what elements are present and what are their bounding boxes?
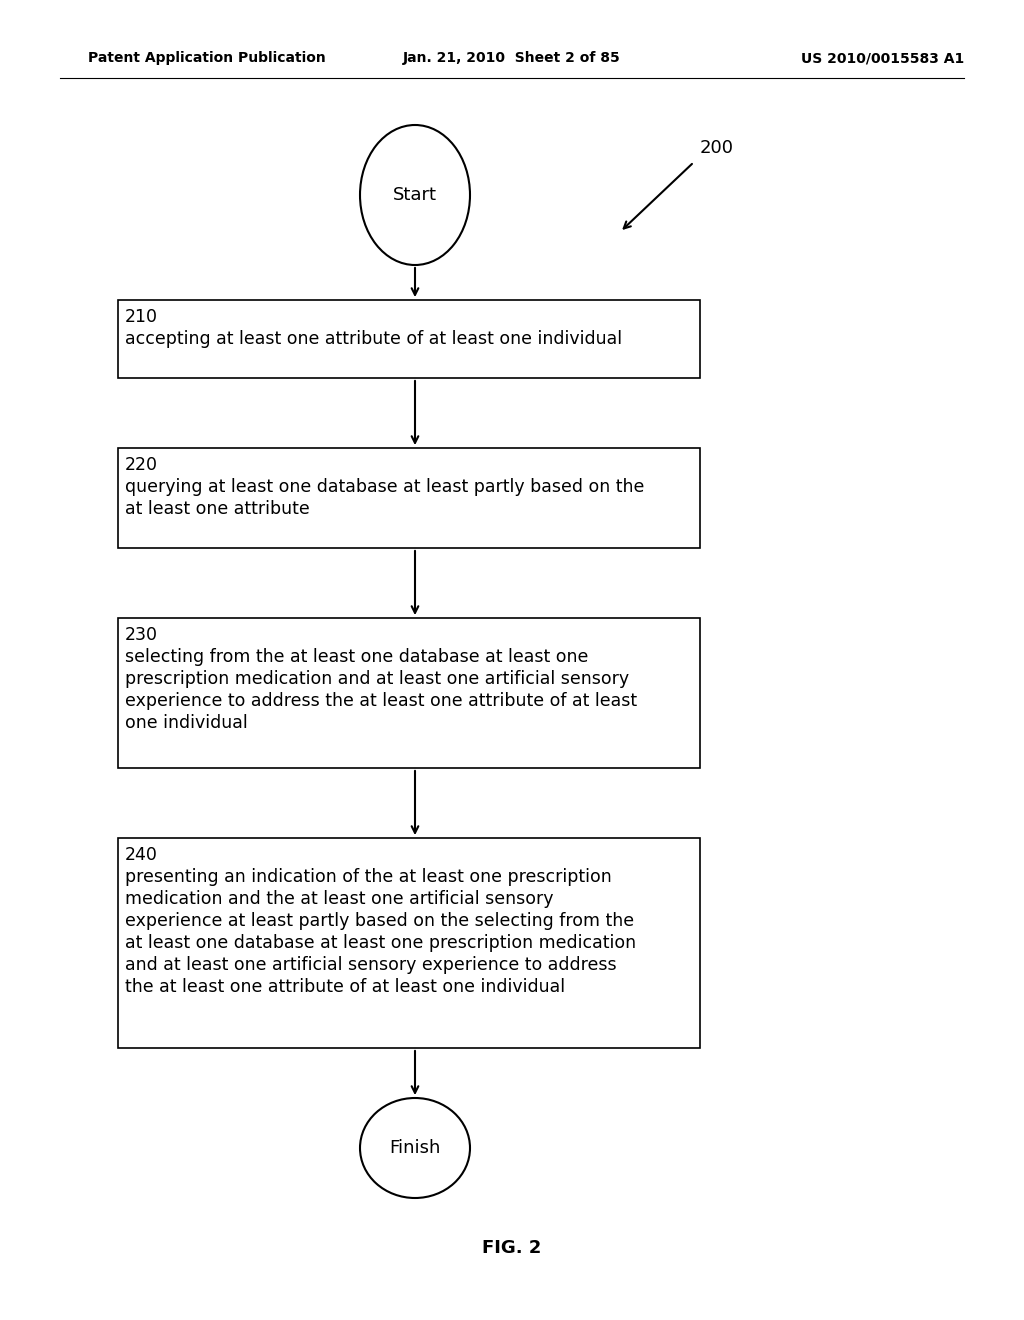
Text: at least one attribute: at least one attribute — [125, 500, 309, 517]
Text: 220: 220 — [125, 455, 158, 474]
Text: experience at least partly based on the selecting from the: experience at least partly based on the … — [125, 912, 634, 931]
Text: selecting from the at least one database at least one: selecting from the at least one database… — [125, 648, 589, 667]
Text: at least one database at least one prescription medication: at least one database at least one presc… — [125, 935, 636, 952]
Text: Start: Start — [393, 186, 437, 205]
Bar — [118, 300, 700, 378]
Text: experience to address the at least one attribute of at least: experience to address the at least one a… — [125, 692, 637, 710]
Text: and at least one artificial sensory experience to address: and at least one artificial sensory expe… — [125, 956, 616, 974]
Bar — [118, 838, 700, 1048]
Text: 230: 230 — [125, 626, 158, 644]
Text: FIG. 2: FIG. 2 — [482, 1239, 542, 1257]
Text: accepting at least one attribute of at least one individual: accepting at least one attribute of at l… — [125, 330, 623, 348]
Text: querying at least one database at least partly based on the: querying at least one database at least … — [125, 478, 644, 496]
Text: 240: 240 — [125, 846, 158, 865]
Text: Finish: Finish — [389, 1139, 440, 1158]
Text: 200: 200 — [700, 139, 734, 157]
Bar — [118, 618, 700, 768]
Text: presenting an indication of the at least one prescription: presenting an indication of the at least… — [125, 869, 611, 886]
Text: medication and the at least one artificial sensory: medication and the at least one artifici… — [125, 890, 554, 908]
Text: the at least one attribute of at least one individual: the at least one attribute of at least o… — [125, 978, 565, 997]
Text: one individual: one individual — [125, 714, 248, 733]
Text: Patent Application Publication: Patent Application Publication — [88, 51, 326, 65]
Bar — [118, 447, 700, 548]
Text: US 2010/0015583 A1: US 2010/0015583 A1 — [801, 51, 964, 65]
Text: Jan. 21, 2010  Sheet 2 of 85: Jan. 21, 2010 Sheet 2 of 85 — [403, 51, 621, 65]
Text: prescription medication and at least one artificial sensory: prescription medication and at least one… — [125, 671, 629, 688]
Text: 210: 210 — [125, 308, 158, 326]
